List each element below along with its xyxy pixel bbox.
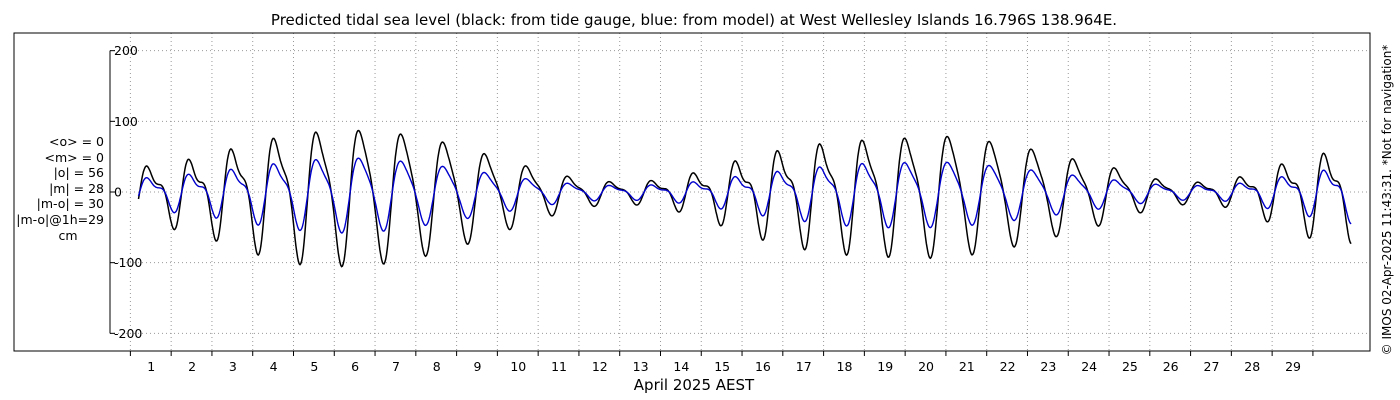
x-tick-label: 27: [1204, 359, 1220, 374]
stat-abs-diff-1h: |m-o|@1h=29: [16, 211, 104, 227]
series-layer: [137, 129, 1352, 268]
plot-frame: [13, 32, 1371, 352]
stat-mean-model: <m> = 0: [44, 149, 105, 165]
y-tick-label: -200: [114, 326, 142, 341]
series-line-model: [137, 157, 1352, 234]
x-tick-label: 17: [796, 359, 812, 374]
stat-abs-model: |m| = 28: [49, 180, 104, 196]
x-tick-label: 25: [1122, 359, 1138, 374]
x-tick-label: 13: [633, 359, 649, 374]
x-tick-label: 9: [474, 359, 482, 374]
x-tick-label: 12: [592, 359, 608, 374]
x-tick-label: 7: [392, 359, 400, 374]
x-tick-label: 11: [551, 359, 567, 374]
x-tick-label: 26: [1163, 359, 1179, 374]
x-tick-label: 23: [1040, 359, 1056, 374]
x-axis: 1 2 3 4 5 6 7 8 9 10 11 12 13 14 15 16 17 18 19 20 21 22 23 24 2…: [129, 351, 1314, 374]
x-tick-label: 8: [433, 359, 441, 374]
x-tick-label: 28: [1244, 359, 1260, 374]
y-axis: -200 -100 0 100 200: [109, 43, 142, 341]
x-axis-label: April 2025 AEST: [634, 376, 755, 394]
x-tick-label: 15: [714, 359, 730, 374]
series-line-gauge: [137, 129, 1352, 268]
y-tick-label: 0: [114, 185, 122, 200]
stat-abs-obs: |o| = 56: [53, 165, 104, 181]
x-tick-label: 29: [1285, 359, 1301, 374]
x-tick-label: 2: [188, 359, 196, 374]
chart-title: Predicted tidal sea level (black: from t…: [271, 11, 1117, 29]
x-tick-label: 19: [877, 359, 893, 374]
x-tick-label: 22: [1000, 359, 1016, 374]
x-tick-label: 21: [959, 359, 975, 374]
credit-text: © IMOS 02-Apr-2025 11:43:31. *Not for na…: [1380, 45, 1394, 356]
x-tick-label: 6: [351, 359, 359, 374]
stats-panel: <o> = 0 <m> = 0 |o| = 56 |m| = 28 |m-o| …: [8, 134, 104, 243]
x-tick-label: 5: [310, 359, 318, 374]
x-tick-label: 20: [918, 359, 934, 374]
x-tick-label: 10: [510, 359, 526, 374]
y-tick-label: 200: [114, 43, 138, 58]
x-tick-label: 14: [673, 359, 689, 374]
stat-unit: cm: [58, 227, 78, 243]
x-tick-label: 4: [270, 359, 278, 374]
stat-abs-diff: |m-o| = 30: [36, 196, 104, 212]
y-tick-label: -100: [114, 255, 142, 270]
x-tick-label: 18: [837, 359, 853, 374]
x-tick-label: 3: [229, 359, 237, 374]
x-tick-label: 16: [755, 359, 771, 374]
x-tick-label: 1: [147, 359, 155, 374]
stat-mean-obs: <o> = 0: [49, 134, 104, 149]
y-tick-label: 100: [114, 114, 138, 129]
grid-lines: [110, 33, 1370, 351]
x-tick-label: 24: [1081, 359, 1097, 374]
